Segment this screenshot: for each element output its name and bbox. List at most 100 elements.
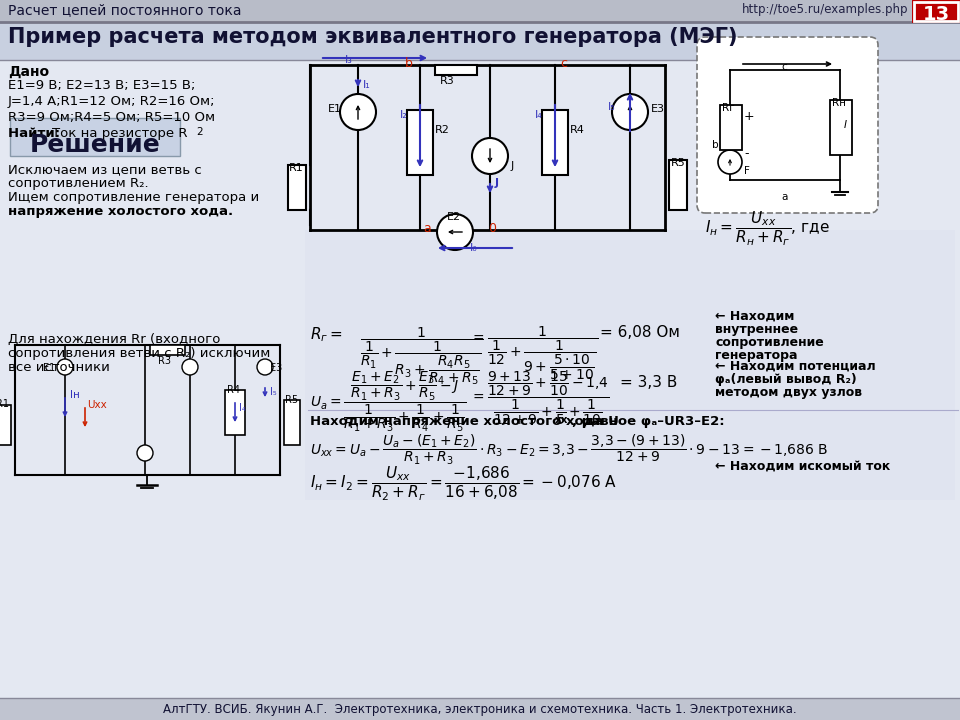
Text: Пример расчета методом эквивалентного генератора (МЭГ): Пример расчета методом эквивалентного ге… [8, 27, 737, 47]
Text: -: - [744, 147, 749, 160]
Text: Найти:: Найти: [8, 127, 64, 140]
Text: $\dfrac{1}{\dfrac{1}{R_1} + \dfrac{1}{R_3 + \dfrac{R_4 R_5}{R_4+R_5}}}$: $\dfrac{1}{\dfrac{1}{R_1} + \dfrac{1}{R_… [360, 325, 483, 387]
Text: c: c [781, 62, 787, 72]
Text: J: J [511, 161, 515, 171]
Text: +: + [744, 110, 755, 123]
Circle shape [57, 359, 73, 375]
Text: F: F [744, 166, 750, 176]
Text: R3: R3 [158, 356, 171, 366]
Text: напряжение холостого хода.: напряжение холостого хода. [8, 205, 233, 218]
Text: сопротивление: сопротивление [715, 336, 824, 349]
Text: R4: R4 [570, 125, 585, 135]
Text: E3: E3 [651, 104, 665, 114]
FancyBboxPatch shape [10, 118, 180, 156]
Text: c: c [560, 57, 567, 70]
Text: b: b [405, 57, 413, 70]
Text: R3=9 Ом;R4=5 Ом; R5=10 Ом: R3=9 Ом;R4=5 Ом; R5=10 Ом [8, 111, 215, 124]
FancyBboxPatch shape [435, 65, 477, 75]
Text: Rн: Rн [832, 98, 846, 108]
Text: $I_н = I_2 = \dfrac{U_{хх}}{R_2+R_г} = \dfrac{-1{,}686}{16+6{,}08} = -0{,}076\ \: $I_н = I_2 = \dfrac{U_{хх}}{R_2+R_г} = \… [310, 465, 617, 503]
FancyBboxPatch shape [150, 345, 185, 355]
FancyBboxPatch shape [0, 405, 11, 445]
Text: a: a [781, 192, 787, 202]
FancyBboxPatch shape [0, 60, 960, 720]
Text: E3: E3 [270, 363, 282, 373]
Text: I: I [844, 120, 847, 130]
Text: Дано: Дано [8, 65, 49, 79]
Text: генератора: генератора [715, 349, 798, 362]
Circle shape [182, 359, 198, 375]
Text: $ = \dfrac{\dfrac{9+13}{12+9}+\dfrac{15}{10} - 1{,}4}{\dfrac{1}{12+9}+\dfrac{1}{: $ = \dfrac{\dfrac{9+13}{12+9}+\dfrac{15}… [470, 370, 610, 427]
FancyBboxPatch shape [669, 160, 687, 210]
Text: I₂: I₂ [400, 110, 408, 120]
Text: $R_г = $: $R_г = $ [310, 325, 343, 343]
FancyBboxPatch shape [0, 22, 960, 60]
Text: E1: E1 [328, 104, 342, 114]
Text: ← Находим: ← Находим [715, 310, 794, 323]
Text: I₆: I₆ [470, 243, 478, 253]
Text: ← Находим потенциал: ← Находим потенциал [715, 360, 876, 373]
Text: J=1,4 А;R1=12 Ом; R2=16 Ом;: J=1,4 А;R1=12 Ом; R2=16 Ом; [8, 95, 215, 108]
FancyBboxPatch shape [407, 110, 433, 175]
Circle shape [472, 138, 508, 174]
Text: R1: R1 [0, 399, 9, 409]
Text: Iн: Iн [70, 390, 80, 400]
FancyBboxPatch shape [912, 0, 960, 23]
Text: http://toe5.ru/examples.php: http://toe5.ru/examples.php [742, 3, 908, 16]
Text: Находим напряжение холостого хода U: Находим напряжение холостого хода U [310, 415, 619, 428]
Text: = 6,08 Ом: = 6,08 Ом [600, 325, 680, 340]
Text: φₐ(левый вывод R₂): φₐ(левый вывод R₂) [715, 373, 856, 386]
Text: Решение: Решение [30, 133, 160, 157]
Text: I₅: I₅ [608, 102, 615, 112]
Text: = 3,3 В: = 3,3 В [620, 375, 678, 390]
Text: Uxx: Uxx [87, 400, 107, 410]
Text: I₄: I₄ [535, 110, 542, 120]
Text: R5: R5 [671, 158, 685, 168]
Text: $ = \dfrac{1}{\dfrac{1}{12} + \dfrac{1}{9 + \dfrac{5 \cdot 10}{5+10}}}$: $ = \dfrac{1}{\dfrac{1}{12} + \dfrac{1}{… [470, 325, 598, 382]
Text: I₁: I₁ [363, 80, 371, 90]
Text: ← Находим искомый ток: ← Находим искомый ток [715, 460, 890, 473]
FancyBboxPatch shape [305, 230, 955, 500]
Text: $U_{хх} = U_а - \dfrac{U_а - (E_1+E_2)}{R_1+R_3} \cdot R_3 - E_2 = 3{,}3 - \dfra: $U_{хх} = U_а - \dfrac{U_а - (E_1+E_2)}{… [310, 433, 828, 467]
FancyBboxPatch shape [830, 100, 852, 155]
Text: внутреннее: внутреннее [715, 323, 798, 336]
FancyBboxPatch shape [225, 390, 245, 435]
Text: сопротивления ветви с R₂) исключим: сопротивления ветви с R₂) исключим [8, 347, 271, 360]
Text: E1: E1 [43, 363, 56, 373]
Text: Ищем сопротивление генератора и: Ищем сопротивление генератора и [8, 191, 259, 204]
Text: 13: 13 [923, 5, 949, 24]
FancyBboxPatch shape [697, 37, 878, 213]
Text: , равное φₐ–UR3–E2:: , равное φₐ–UR3–E2: [572, 415, 725, 428]
Text: $U_а = \dfrac{\dfrac{E_1+E_2}{R_1+R_3}+\dfrac{E_3}{R_5} - J}{\dfrac{1}{R_1+R_3}+: $U_а = \dfrac{\dfrac{E_1+E_2}{R_1+R_3}+\… [310, 370, 467, 434]
Text: Для нахождения Rr (входного: Для нахождения Rr (входного [8, 333, 221, 346]
FancyBboxPatch shape [0, 0, 960, 22]
Text: 2: 2 [196, 127, 203, 137]
Text: все источники: все источники [8, 361, 109, 374]
FancyBboxPatch shape [288, 165, 306, 210]
Text: R3: R3 [440, 76, 455, 86]
Text: b: b [712, 140, 719, 150]
FancyBboxPatch shape [914, 2, 958, 21]
Circle shape [340, 94, 376, 130]
Circle shape [437, 214, 473, 250]
Text: $I_н = \dfrac{U_{хх}}{R_н + R_г}$, где: $I_н = \dfrac{U_{хх}}{R_н + R_г}$, где [705, 210, 829, 248]
FancyBboxPatch shape [720, 105, 742, 150]
Text: хх: хх [555, 415, 568, 425]
Text: E2: E2 [447, 212, 461, 222]
Text: I₄: I₄ [239, 403, 246, 413]
Circle shape [718, 150, 742, 174]
Text: I₃: I₃ [345, 55, 353, 65]
Text: методом двух узлов: методом двух узлов [715, 386, 862, 399]
Text: АлтГТУ. ВСИБ. Якунин А.Г.  Электротехника, электроника и схемотехника. Часть 1. : АлтГТУ. ВСИБ. Якунин А.Г. Электротехника… [163, 703, 797, 716]
Text: I₅: I₅ [270, 387, 276, 397]
FancyBboxPatch shape [542, 110, 568, 175]
Text: Ток на резисторе R: Ток на резисторе R [52, 127, 187, 140]
Circle shape [612, 94, 648, 130]
Text: E1=9 В; E2=13 В; E3=15 В;: E1=9 В; E2=13 В; E3=15 В; [8, 79, 196, 92]
Text: R4: R4 [227, 385, 240, 395]
Text: 0: 0 [488, 222, 496, 235]
Text: J: J [495, 178, 499, 188]
Circle shape [137, 445, 153, 461]
Text: R5: R5 [285, 395, 299, 405]
FancyBboxPatch shape [0, 698, 960, 720]
